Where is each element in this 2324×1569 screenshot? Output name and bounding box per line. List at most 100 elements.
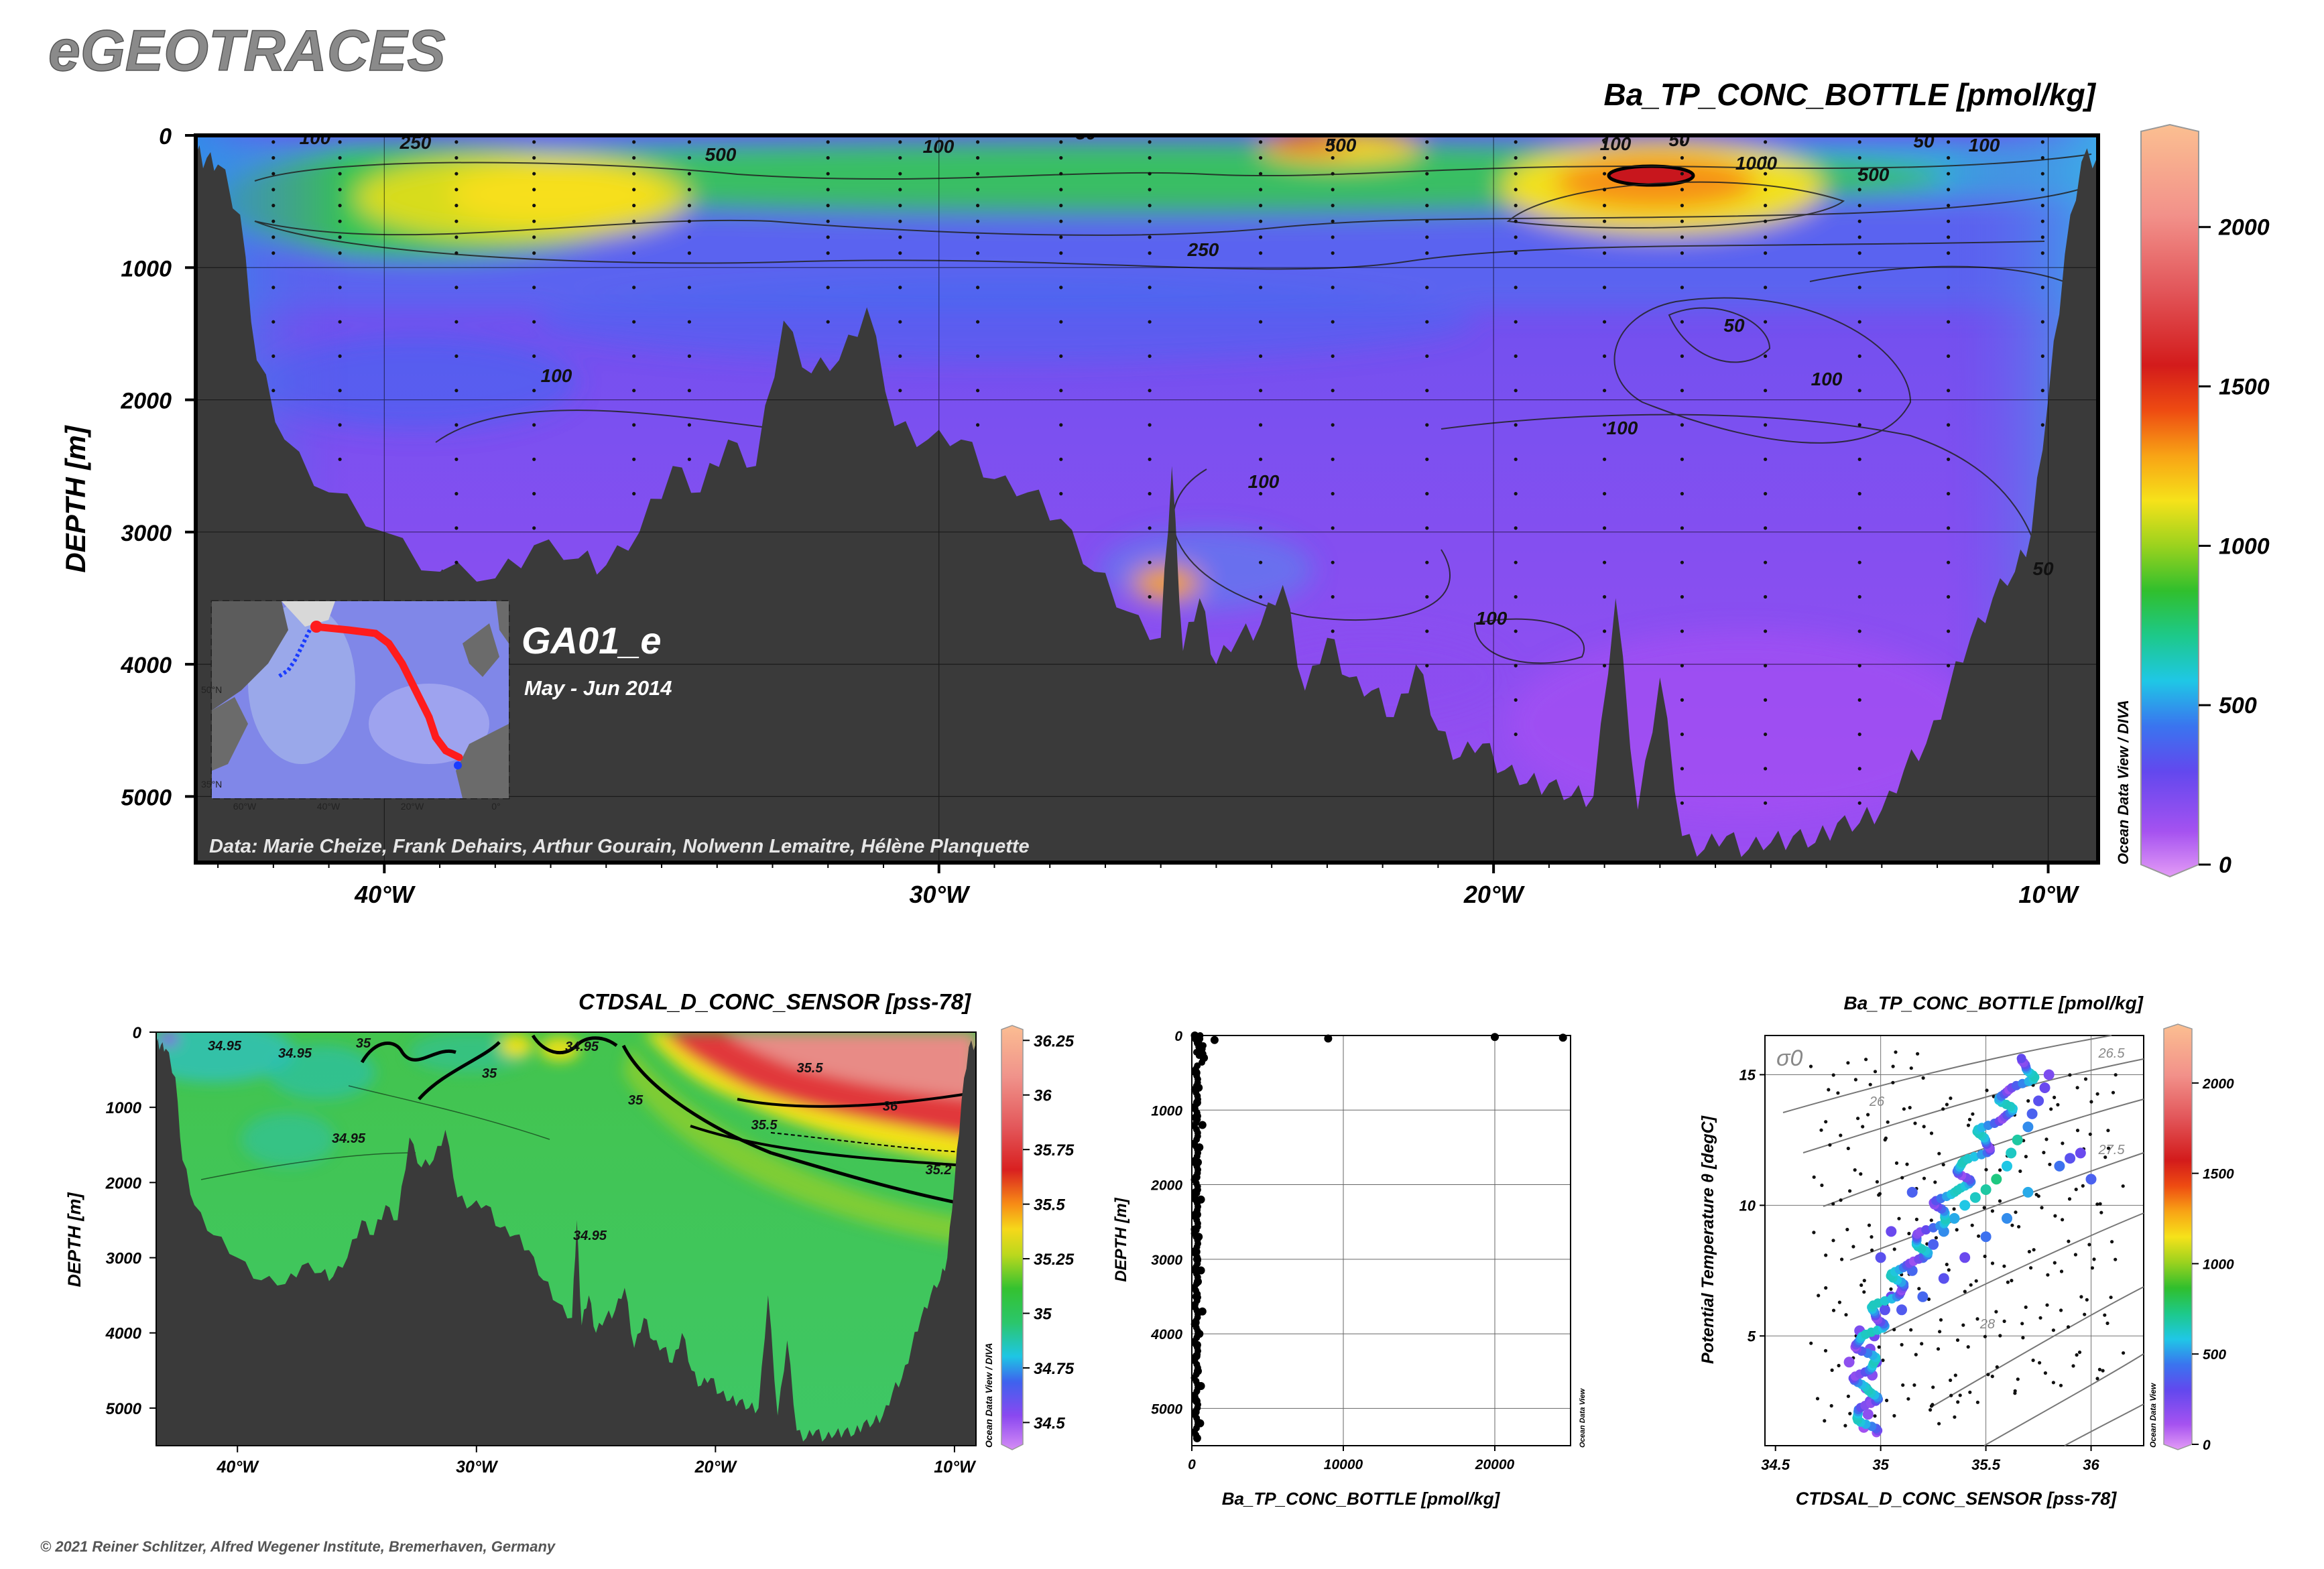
ts-ctd-point	[1931, 1385, 1935, 1389]
main-sample-dot	[2040, 354, 2044, 359]
ts-ctd-point	[2024, 1305, 2028, 1309]
main-sample-dot	[1331, 354, 1335, 359]
sal-cb-tick-label: 35.25	[1034, 1251, 1075, 1269]
ts-ctd-point	[2051, 1328, 2055, 1332]
main-sample-dot	[338, 155, 342, 160]
main-sample-dot	[1680, 457, 1684, 461]
sal-cb-tick-label: 34.75	[1034, 1360, 1075, 1378]
main-sample-dot	[687, 235, 691, 239]
main-sample-dot	[338, 286, 342, 290]
main-sample-dot	[687, 286, 691, 290]
ts-isopycnal-label: 28	[1979, 1317, 1995, 1332]
main-sample-dot	[532, 286, 536, 290]
main-sample-dot	[1331, 140, 1335, 144]
ts-ctd-point	[2106, 1129, 2110, 1133]
ts-ctd-point	[1934, 1236, 1938, 1240]
main-sample-dot	[454, 204, 458, 208]
main-y-tick-label: 1000	[121, 256, 172, 281]
ts-ctd-point	[2103, 1313, 2107, 1317]
ts-ctd-point	[1917, 1287, 1921, 1291]
profile-x-tick-label: 20000	[1475, 1457, 1515, 1472]
main-sample-dot	[1425, 594, 1429, 599]
ts-ctd-point	[1905, 1162, 1909, 1166]
main-sample-dot	[338, 320, 342, 324]
main-contour-label: 100	[541, 365, 572, 386]
main-sample-dot	[1148, 560, 1152, 564]
main-sample-dot	[1425, 286, 1429, 290]
main-sample-dot	[1947, 172, 1951, 176]
main-sample-dot	[1680, 204, 1684, 208]
sal-contour-label: 34.95	[208, 1039, 242, 1054]
sal-contour-label: 35	[356, 1036, 371, 1051]
main-sample-dot	[1764, 320, 1768, 324]
ts-ctd-point	[1925, 1242, 1929, 1246]
main-sample-dot	[1331, 457, 1335, 461]
profile-y-tick-label: 0	[1174, 1029, 1182, 1044]
sal-y-tick-label: 5000	[106, 1400, 142, 1418]
main-sample-dot	[632, 204, 636, 208]
main-x-tick-label: 20°W	[1463, 881, 1525, 908]
ts-ctd-point	[1873, 1070, 1878, 1074]
ts-data-point	[2033, 1095, 2044, 1107]
ts-odv-label: Ocean Data View	[2148, 1383, 2158, 1448]
main-sample-dot	[1259, 286, 1263, 290]
main-sample-dot	[1514, 155, 1518, 160]
ts-ctd-point	[1859, 1172, 1863, 1176]
ts-ctd-point	[2024, 1155, 2028, 1159]
ts-ctd-point	[2097, 1367, 2101, 1371]
main-x-tick-label: 40°W	[354, 881, 416, 908]
ts-ctd-point	[1823, 1348, 1828, 1353]
main-sample-dot	[1603, 423, 1607, 427]
ts-cb-tick-label: 2000	[2202, 1076, 2234, 1092]
ts-ctd-point	[1929, 1218, 1933, 1222]
ts-ctd-point	[2031, 1359, 2035, 1363]
main-sample-dot	[1514, 629, 1518, 633]
ts-ctd-point	[1891, 1080, 1895, 1084]
main-contour-label: 50	[1075, 123, 1097, 143]
main-sample-dot	[1425, 664, 1429, 668]
inset-landmass-greenland	[282, 601, 335, 627]
main-cb-tick-label: 500	[2219, 693, 2257, 718]
main-sample-dot	[1680, 286, 1684, 290]
main-sample-dot	[1425, 188, 1429, 192]
ts-data-point	[1896, 1304, 1907, 1316]
ts-ctd-point	[2017, 1225, 2021, 1229]
ts-ctd-point	[1840, 1257, 1844, 1261]
sal-colorbar: 36.25 36 35.75 35.5 35.25 35 34.75 34.5	[1001, 1025, 1075, 1450]
main-sample-dot	[1764, 801, 1768, 805]
ts-ctd-point	[1968, 1390, 1972, 1394]
ts-ctd-point	[2056, 1103, 2060, 1107]
main-sample-dot	[1331, 423, 1335, 427]
sal-contours	[200, 1034, 976, 1208]
main-sample-dot	[1947, 235, 1951, 239]
ts-data-point	[1980, 1231, 1992, 1243]
main-sample-dot	[1331, 629, 1335, 633]
main-sample-dot	[1947, 423, 1951, 427]
main-sample-dot	[1059, 320, 1063, 324]
main-sample-dot	[454, 320, 458, 324]
main-sample-dot	[1148, 172, 1152, 176]
sal-contour-label: 34.95	[565, 1040, 599, 1054]
profile-x-ticks: 0 10000 20000	[1188, 1446, 1515, 1472]
main-sample-dot	[976, 235, 980, 239]
ts-ctd-point	[1862, 1279, 1866, 1283]
main-sample-dot	[271, 235, 276, 239]
sal-y-tick-label: 3000	[106, 1250, 142, 1268]
ts-ctd-point	[2044, 1137, 2048, 1141]
profile-data-point	[1192, 1431, 1200, 1438]
main-sample-dot	[1059, 492, 1063, 496]
main-sample-dot	[1148, 423, 1152, 427]
ts-ctd-point	[1900, 1342, 1904, 1346]
main-sample-dot	[1148, 219, 1152, 223]
main-sample-dot	[898, 320, 902, 324]
main-y-tick-label: 5000	[121, 785, 172, 810]
sal-contour-label: 34.95	[573, 1229, 607, 1243]
ts-ctd-point	[1937, 1151, 1941, 1155]
main-sample-dot	[632, 251, 636, 255]
main-sample-dot	[1947, 664, 1951, 668]
main-sample-dot	[2040, 286, 2044, 290]
sal-y-axis-label: DEPTH [m]	[64, 1192, 84, 1287]
main-sample-dot	[532, 354, 536, 359]
ts-ctd-point	[2053, 1261, 2057, 1265]
